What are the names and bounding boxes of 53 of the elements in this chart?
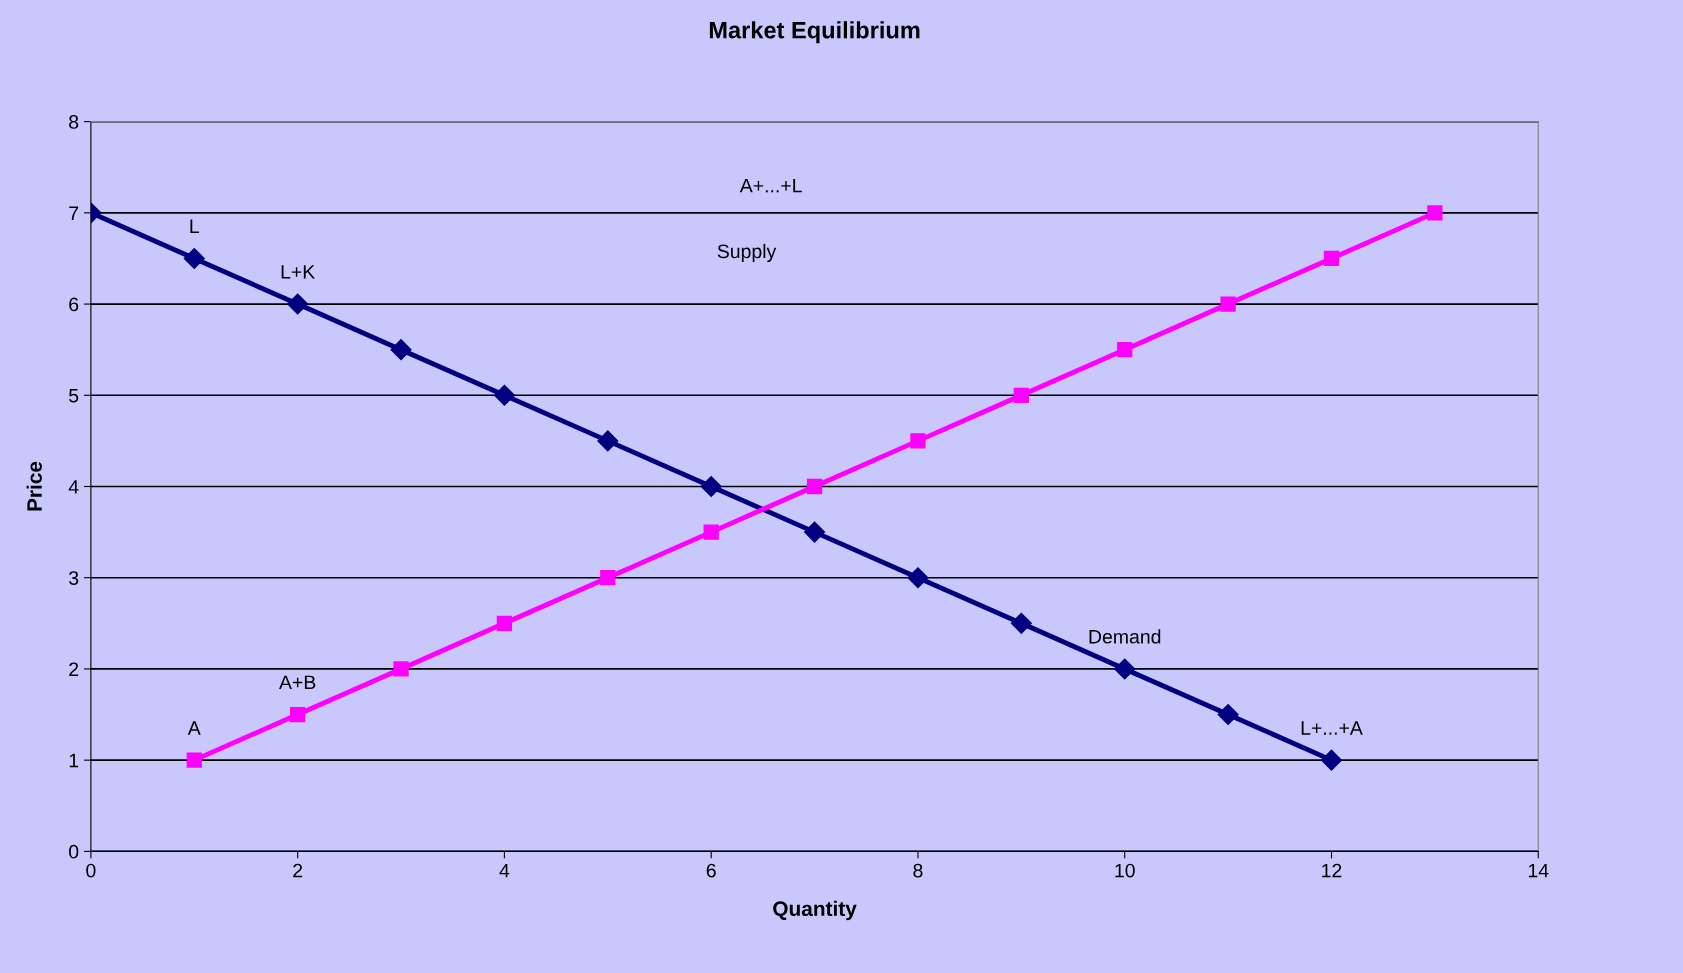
point [1320, 749, 1343, 771]
annotation: L+...+A [1301, 721, 1363, 735]
point [393, 661, 409, 677]
y-tick-label: 1 [69, 753, 79, 768]
point [496, 615, 513, 631]
y-tick-label: 5 [69, 388, 79, 403]
point [186, 752, 202, 768]
point [1220, 296, 1236, 312]
x-tick-label: 6 [706, 863, 716, 878]
point [804, 521, 826, 543]
annotation: L+K [281, 265, 315, 279]
point [390, 339, 412, 361]
point [910, 433, 926, 449]
y-tick-label: 8 [69, 115, 79, 129]
y-axis-title: Price [26, 461, 42, 511]
point [1217, 704, 1239, 726]
annotation: Supply [717, 243, 777, 263]
x-tick-label: 12 [1322, 863, 1342, 878]
x-axis-title: Quantity [773, 900, 857, 921]
point [1427, 205, 1443, 221]
y-tick-label: 3 [69, 571, 79, 585]
annotation: A+...+L [739, 178, 802, 193]
point [290, 706, 306, 723]
point [703, 524, 719, 540]
point [493, 384, 515, 406]
point [907, 567, 929, 589]
point [700, 475, 722, 498]
point [597, 430, 619, 452]
annotation: A+B [279, 675, 316, 690]
x-tick-label: 4 [499, 863, 510, 878]
y-tick-label: 2 [69, 662, 79, 676]
point [806, 478, 823, 495]
x-tick-label: 8 [913, 863, 923, 878]
point [1114, 658, 1136, 680]
y-tick-label: 7 [69, 206, 79, 220]
point [1117, 342, 1133, 358]
point [287, 293, 309, 315]
chart-title: Market Equilibrium [709, 21, 920, 44]
annotation: Demand [1089, 629, 1161, 644]
x-tick-label: 2 [293, 863, 303, 878]
point [1010, 612, 1032, 634]
x-tick-label: 10 [1115, 863, 1135, 878]
point [1013, 387, 1029, 403]
annotation: A [187, 721, 201, 735]
y-tick-label: 4 [68, 480, 79, 494]
x-tick-label: 0 [86, 863, 96, 878]
annotation: L [190, 219, 200, 233]
point [1323, 250, 1340, 267]
y-tick-label: 6 [69, 297, 79, 312]
point [183, 247, 205, 269]
y-tick-label: 0 [69, 844, 79, 859]
x-tick-label: 14 [1528, 863, 1549, 878]
point [600, 570, 616, 586]
